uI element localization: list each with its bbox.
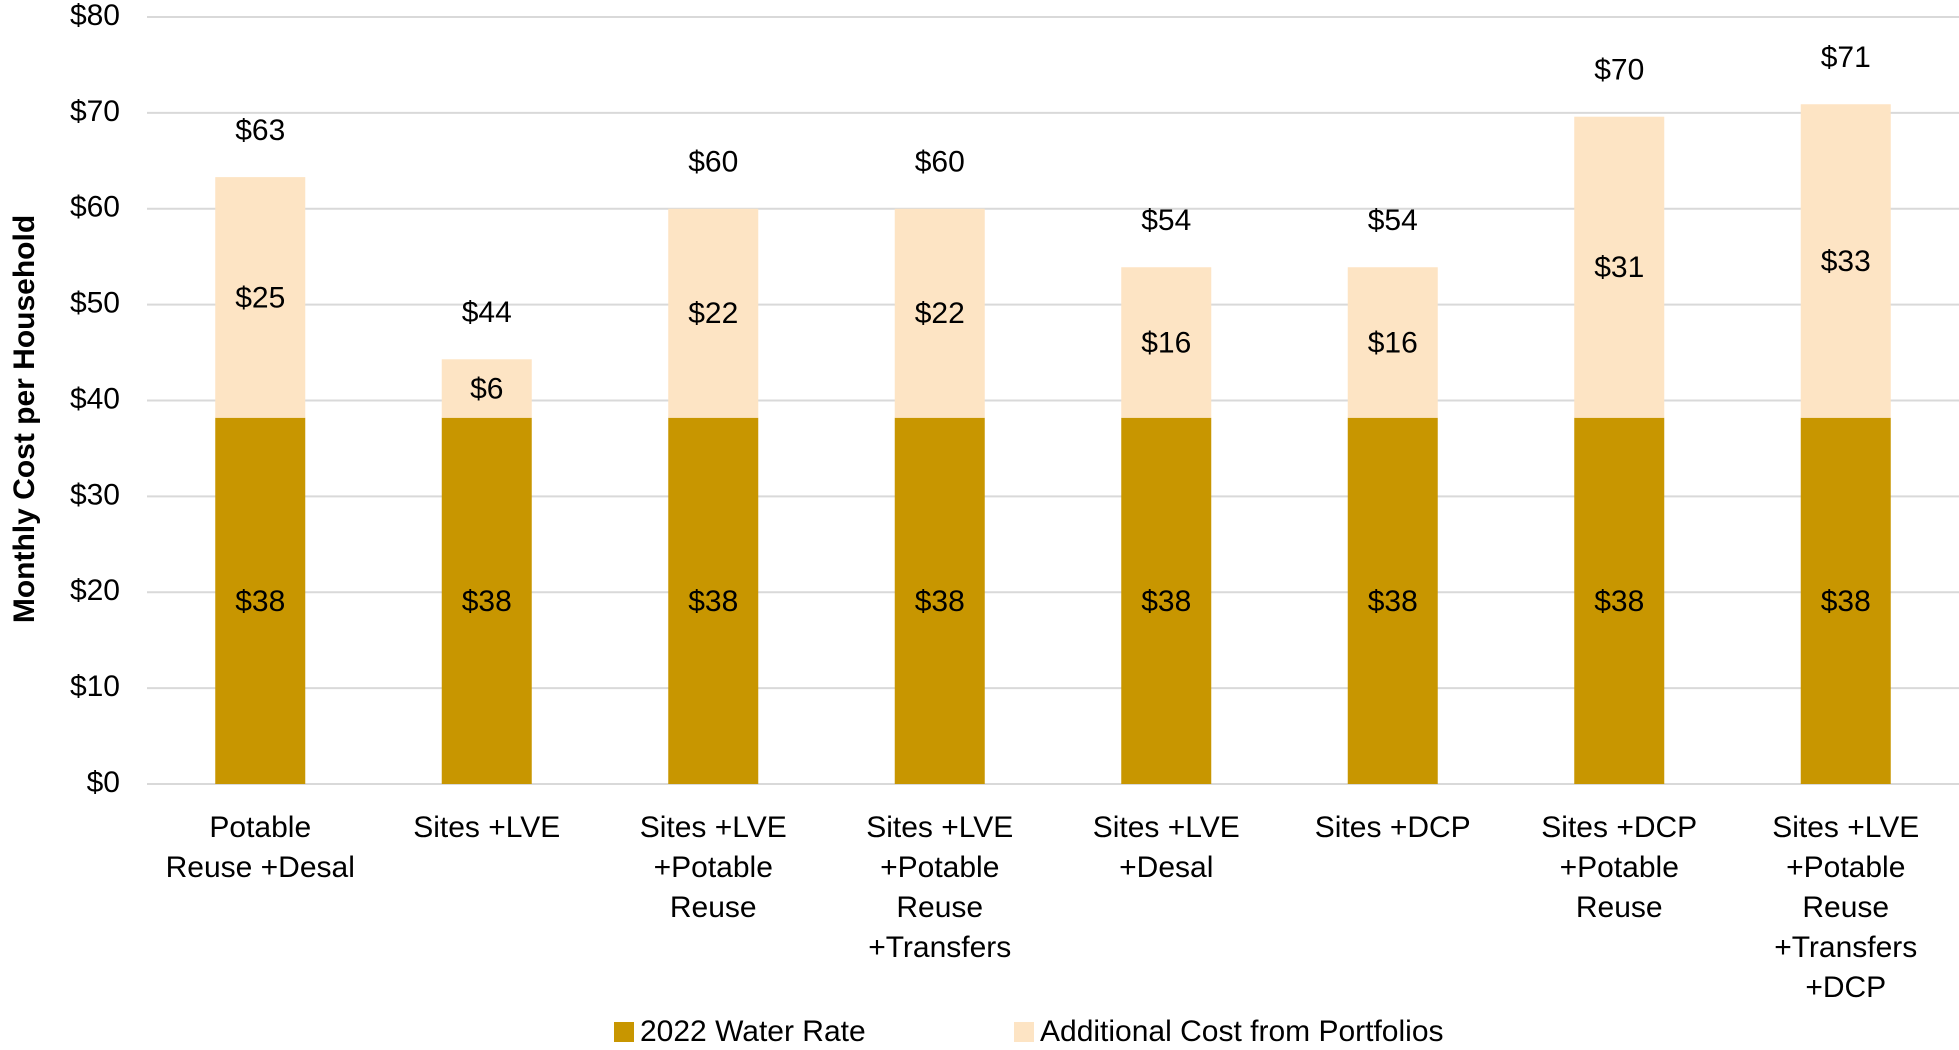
y-tick-label: $50	[70, 287, 120, 320]
bar-segment	[1800, 104, 1891, 418]
total-label: $60	[688, 146, 738, 179]
total-label: $54	[1368, 204, 1418, 237]
data-label: $38	[1821, 585, 1871, 618]
legend-label: Additional Cost from Portfolios	[1040, 1015, 1444, 1048]
x-tick-label: +Desal	[1119, 851, 1213, 884]
y-tick-label: $40	[70, 382, 120, 415]
data-label: $16	[1368, 326, 1418, 359]
x-tick-label: Sites +LVE	[1772, 811, 1919, 844]
data-label: $38	[1368, 585, 1418, 618]
total-label: $71	[1821, 41, 1871, 74]
data-label: $38	[1594, 585, 1644, 618]
bar-segment	[215, 177, 306, 418]
x-tick-label: +Potable	[880, 851, 999, 884]
data-label: $33	[1821, 245, 1871, 278]
y-tick-label: $0	[87, 766, 120, 799]
legend-swatch	[614, 1022, 634, 1042]
data-label: $22	[915, 297, 965, 330]
data-label: $16	[1141, 326, 1191, 359]
legend-swatch	[1014, 1022, 1034, 1042]
y-tick-label: $30	[70, 478, 120, 511]
x-tick-label: +DCP	[1805, 971, 1886, 1004]
y-axis-label: Monthly Cost per Household	[8, 215, 41, 623]
y-tick-label: $20	[70, 574, 120, 607]
x-tick-label: +Transfers	[868, 931, 1011, 964]
x-tick-label: Reuse +Desal	[166, 851, 355, 884]
data-label: $38	[915, 585, 965, 618]
data-label: $38	[462, 585, 512, 618]
total-label: $44	[462, 296, 512, 329]
total-label: $63	[235, 114, 285, 147]
x-tick-label: Sites +DCP	[1541, 811, 1697, 844]
x-tick-label: +Transfers	[1774, 931, 1917, 964]
total-label: $54	[1141, 204, 1191, 237]
y-tick-label: $10	[70, 670, 120, 703]
x-tick-label: +Potable	[1560, 851, 1679, 884]
x-tick-label: Sites +LVE	[640, 811, 787, 844]
x-tick-label: Sites +LVE	[413, 811, 560, 844]
bar-segment	[1347, 417, 1438, 784]
y-tick-label: $70	[70, 95, 120, 128]
legend-label: 2022 Water Rate	[640, 1015, 866, 1048]
x-tick-label: Reuse	[670, 891, 757, 924]
x-tick-label: Potable	[209, 811, 311, 844]
bar-segment	[441, 417, 532, 784]
data-label: $38	[1141, 585, 1191, 618]
y-tick-label: $80	[70, 0, 120, 32]
bar-segment	[1121, 417, 1212, 784]
x-tick-label: +Potable	[1786, 851, 1905, 884]
data-label: $38	[235, 585, 285, 618]
x-tick-label: Reuse	[1802, 891, 1889, 924]
bar-segment	[668, 208, 759, 418]
x-tick-label: Sites +LVE	[866, 811, 1013, 844]
x-tick-label: +Potable	[654, 851, 773, 884]
y-tick-label: $60	[70, 191, 120, 224]
data-label: $38	[688, 585, 738, 618]
bar-segment	[215, 417, 306, 784]
bar-segment	[1347, 267, 1438, 418]
data-label: $31	[1594, 251, 1644, 284]
x-tick-label: Reuse	[1576, 891, 1663, 924]
data-label: $25	[235, 281, 285, 314]
bar-segment	[1574, 116, 1665, 418]
bar-segment	[1121, 267, 1212, 418]
total-label: $70	[1594, 54, 1644, 87]
bar-segment	[1800, 417, 1891, 784]
bar-segment	[1574, 417, 1665, 784]
bar-segment	[668, 417, 759, 784]
x-tick-label: Reuse	[896, 891, 983, 924]
data-label: $6	[470, 372, 503, 405]
bar-segment	[894, 417, 985, 784]
total-label: $60	[915, 146, 965, 179]
bar-segment	[894, 208, 985, 418]
x-tick-label: Sites +LVE	[1093, 811, 1240, 844]
bar-segment	[441, 359, 532, 418]
x-tick-label: Sites +DCP	[1315, 811, 1471, 844]
data-label: $22	[688, 297, 738, 330]
